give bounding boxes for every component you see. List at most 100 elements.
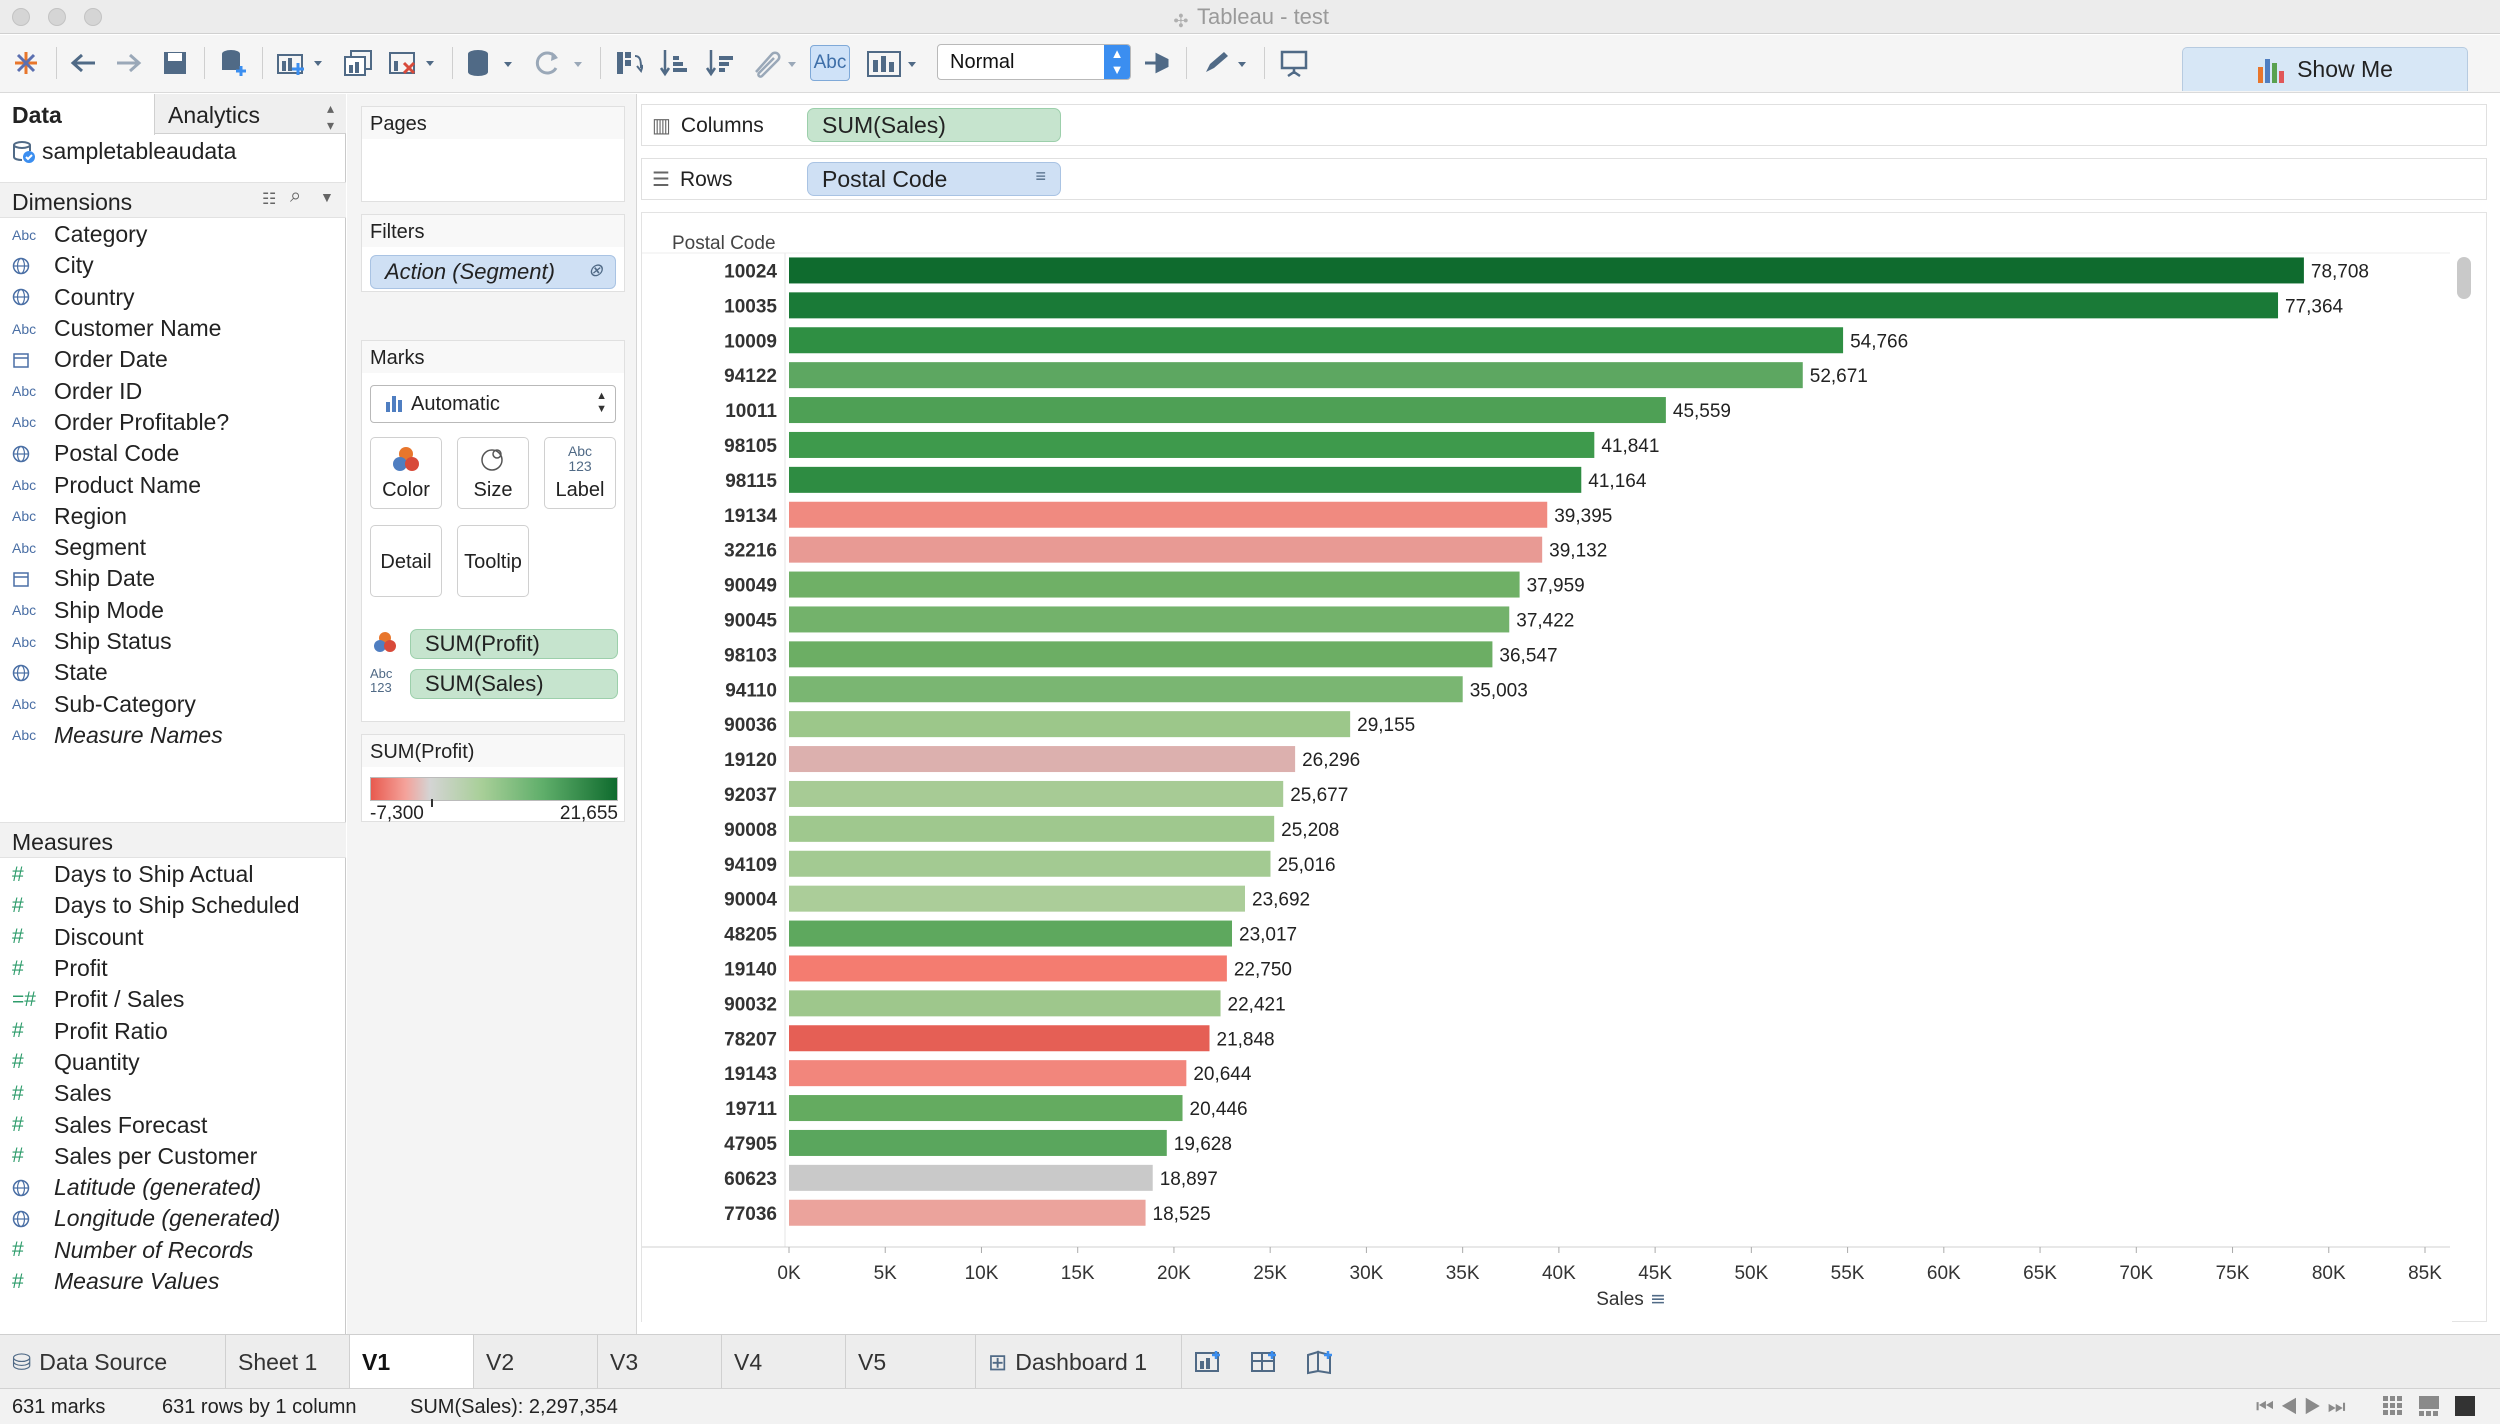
zoom-window-button[interactable] <box>84 8 102 26</box>
field-product-name[interactable]: Abc Product Name <box>0 469 346 500</box>
tab-v4[interactable]: V4 <box>722 1335 846 1389</box>
color-pill-sum-profit[interactable]: SUM(Profit) <box>410 629 618 659</box>
field-measure-names[interactable]: Abc Measure Names <box>0 720 346 751</box>
show-sheet-sorter-icon[interactable] <box>2382 1395 2404 1423</box>
field-customer-name[interactable]: Abc Customer Name <box>0 313 346 344</box>
sheet-navigation-icons[interactable]: ⏮◀▶⏭ <box>2256 1396 2352 1418</box>
bar-19134[interactable] <box>789 501 1548 528</box>
new-story-tab-icon[interactable] <box>1306 1349 1334 1377</box>
bar-98115[interactable] <box>789 466 1582 493</box>
highlight-icon[interactable] <box>1196 45 1254 81</box>
pin-axis-icon[interactable] <box>1140 45 1176 81</box>
fixed-axes-icon[interactable] <box>862 45 924 81</box>
bar-98103[interactable] <box>789 641 1493 668</box>
field-segment[interactable]: Abc Segment <box>0 532 346 563</box>
bar-90032[interactable] <box>789 990 1221 1017</box>
field-state[interactable]: State <box>0 657 346 688</box>
columns-pill-sum-sales[interactable]: SUM(Sales) <box>807 108 1061 142</box>
bar-19143[interactable] <box>789 1060 1187 1087</box>
bar-90036[interactable] <box>789 711 1351 738</box>
field-category[interactable]: Abc Category <box>0 219 346 250</box>
field-order-profitable[interactable]: Abc Order Profitable? <box>0 407 346 438</box>
tooltip-mark-button[interactable]: Tooltip <box>457 525 529 597</box>
tab-v5[interactable]: V5 <box>846 1335 976 1389</box>
field-days-to-ship-actual[interactable]: # Days to Ship Actual <box>0 859 346 890</box>
refresh-icon[interactable] <box>528 45 588 81</box>
vertical-scrollbar[interactable] <box>2454 251 2474 1251</box>
bar-90004[interactable] <box>789 885 1246 912</box>
dimensions-menu-icon[interactable]: ▼ <box>320 189 334 205</box>
field-days-to-ship-scheduled[interactable]: # Days to Ship Scheduled <box>0 890 346 921</box>
tab-v1[interactable]: V1 <box>350 1335 474 1389</box>
field-region[interactable]: Abc Region <box>0 501 346 532</box>
tab-dashboard-1[interactable]: ⊞ Dashboard 1 <box>976 1335 1182 1389</box>
field-city[interactable]: City <box>0 250 346 281</box>
show-me-button[interactable]: Show Me <box>2182 47 2468 91</box>
close-window-button[interactable] <box>12 8 30 26</box>
bar-60623[interactable] <box>789 1164 1153 1191</box>
rows-shelf[interactable]: ☰ Rows Postal Code ≡ <box>641 158 2487 200</box>
show-tabs-icon[interactable] <box>2454 1395 2476 1423</box>
label-mark-button[interactable]: Abc 123 Label <box>544 437 616 509</box>
tab-v3[interactable]: V3 <box>598 1335 722 1389</box>
pane-menu-icon[interactable]: ▴ ▾ <box>326 100 334 133</box>
bar-47905[interactable] <box>789 1129 1167 1156</box>
field-measure-values[interactable]: # Measure Values <box>0 1266 346 1297</box>
bar-19711[interactable] <box>789 1095 1183 1122</box>
field-sales-per-customer[interactable]: # Sales per Customer <box>0 1141 346 1172</box>
swap-rows-columns-icon[interactable] <box>610 45 646 81</box>
field-country[interactable]: Country <box>0 282 346 313</box>
datasource-item[interactable]: sampletableaudata <box>12 138 236 165</box>
bar-19140[interactable] <box>789 955 1227 982</box>
viz-area[interactable]: Postal Code 10024 78,708 10035 77,364 10009 54… <box>641 212 2487 1322</box>
field-order-id[interactable]: Abc Order ID <box>0 375 346 406</box>
field-order-date[interactable]: Order Date <box>0 344 346 375</box>
detail-mark-button[interactable]: Detail <box>370 525 442 597</box>
tableau-home-icon[interactable] <box>10 45 42 81</box>
field-discount[interactable]: # Discount <box>0 922 346 953</box>
bar-10011[interactable] <box>789 397 1666 424</box>
duplicate-sheet-icon[interactable] <box>340 45 376 81</box>
bar-98105[interactable] <box>789 431 1595 458</box>
field-longitude-generated[interactable]: Longitude (generated) <box>0 1203 346 1234</box>
redo-icon[interactable] <box>112 45 146 81</box>
minimize-window-button[interactable] <box>48 8 66 26</box>
pages-card[interactable]: Pages <box>361 106 625 202</box>
bar-94122[interactable] <box>789 362 1803 389</box>
field-number-of-records[interactable]: # Number of Records <box>0 1235 346 1266</box>
field-sales-forecast[interactable]: # Sales Forecast <box>0 1109 346 1140</box>
filters-card[interactable]: Filters Action (Segment) ⊗ <box>361 214 625 292</box>
field-sub-category[interactable]: Abc Sub-Category <box>0 688 346 719</box>
field-latitude-generated[interactable]: Latitude (generated) <box>0 1172 346 1203</box>
show-mark-labels-button[interactable]: Abc <box>810 45 850 81</box>
field-profit[interactable]: # Profit <box>0 953 346 984</box>
new-dashboard-tab-icon[interactable] <box>1250 1349 1278 1377</box>
pause-updates-icon[interactable] <box>462 45 518 81</box>
label-pill-sum-sales[interactable]: SUM(Sales) <box>410 669 618 699</box>
bar-32216[interactable] <box>789 536 1543 563</box>
field-quantity[interactable]: # Quantity <box>0 1047 346 1078</box>
bar-94109[interactable] <box>789 850 1271 877</box>
tab-sheet-1[interactable]: Sheet 1 <box>226 1335 350 1389</box>
columns-shelf[interactable]: ▥ Columns SUM(Sales) <box>641 104 2487 146</box>
new-worksheet-icon[interactable] <box>272 45 328 81</box>
bar-48205[interactable] <box>789 920 1233 947</box>
field-profit-sales[interactable]: =# Profit / Sales <box>0 984 346 1015</box>
clear-sheet-icon[interactable] <box>384 45 440 81</box>
field-ship-status[interactable]: Abc Ship Status <box>0 626 346 657</box>
show-filmstrip-icon[interactable] <box>2418 1395 2440 1423</box>
new-datasource-icon[interactable] <box>214 45 254 81</box>
bar-90008[interactable] <box>789 815 1275 842</box>
filter-pill-segment[interactable]: Action (Segment) ⊗ <box>370 255 616 289</box>
bar-10009[interactable] <box>789 327 1844 354</box>
bar-10024[interactable] <box>789 257 2304 284</box>
field-sales[interactable]: # Sales <box>0 1078 346 1109</box>
field-ship-date[interactable]: Ship Date <box>0 563 346 594</box>
tab-v2[interactable]: V2 <box>474 1335 598 1389</box>
search-fields-icon[interactable]: ⌕ <box>290 185 302 207</box>
color-legend-card[interactable]: SUM(Profit) -7,300 21,655 <box>361 734 625 824</box>
tab-analytics[interactable]: Analytics ▴ ▾ <box>156 94 346 134</box>
bar-78207[interactable] <box>789 1025 1210 1052</box>
bar-19120[interactable] <box>789 746 1296 773</box>
view-as-list-icon[interactable]: ☷ <box>262 191 277 208</box>
